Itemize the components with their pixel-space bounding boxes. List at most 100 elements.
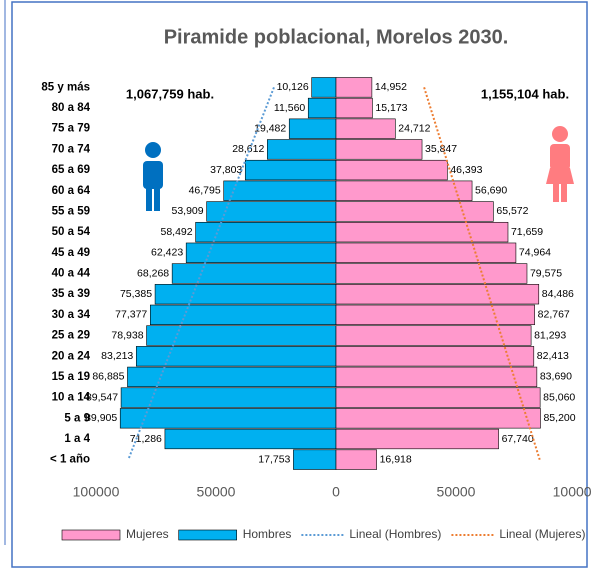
value-label: 37,803 xyxy=(210,164,242,176)
value-label: 68,268 xyxy=(137,267,169,279)
bar xyxy=(335,77,373,98)
value-label: 56,690 xyxy=(475,185,507,197)
bar xyxy=(335,139,423,160)
value-label: 24,712 xyxy=(398,122,430,134)
value-label: 65,572 xyxy=(496,205,528,217)
category-label: 50 a 54 xyxy=(52,226,91,238)
x-tick-label: 100000 xyxy=(73,484,120,500)
bar xyxy=(335,284,540,305)
legend-swatch xyxy=(178,529,237,541)
category-label: 70 a 74 xyxy=(52,143,91,155)
x-tick-label: 100000 xyxy=(553,484,592,500)
bar xyxy=(335,159,448,181)
bar xyxy=(154,284,337,305)
value-label: 35,847 xyxy=(425,143,457,155)
value-label: 85,060 xyxy=(543,391,575,403)
chart-border xyxy=(11,1,588,568)
trendline xyxy=(127,86,275,461)
value-label: 85,200 xyxy=(543,412,575,424)
value-label: 58,492 xyxy=(160,226,192,238)
bar xyxy=(311,77,337,98)
value-label: 78,938 xyxy=(111,329,143,341)
woman-icon xyxy=(546,126,574,202)
chart-title: Piramide poblacional, Morelos 2030. xyxy=(164,26,509,48)
annotation: 1,155,104 hab. xyxy=(481,86,569,101)
value-label: 14,952 xyxy=(375,81,407,93)
value-label: 28,612 xyxy=(232,143,264,155)
value-label: 89,905 xyxy=(85,412,117,424)
category-label: 40 a 44 xyxy=(52,268,91,280)
category-label: < 1 año xyxy=(50,454,90,466)
value-label: 62,423 xyxy=(151,247,183,259)
bar xyxy=(335,325,532,346)
x-tick-label: 50000 xyxy=(437,484,476,500)
value-label: 19,482 xyxy=(254,122,286,134)
bar xyxy=(127,366,337,388)
category-label: 80 a 84 xyxy=(52,102,91,114)
category-label: 10 a 14 xyxy=(52,392,91,404)
legend-label: Hombres xyxy=(243,527,292,541)
value-label: 74,964 xyxy=(519,247,551,259)
category-label: 55 a 59 xyxy=(52,205,90,217)
category-label: 15 a 19 xyxy=(52,371,90,383)
trendline xyxy=(423,87,541,460)
value-label: 82,767 xyxy=(538,309,570,321)
category-label: 1 a 4 xyxy=(64,433,90,445)
value-label: 82,413 xyxy=(537,350,569,362)
bar xyxy=(267,139,337,160)
category-label: 85 y más xyxy=(41,81,90,93)
annotation: 1,067,759 hab. xyxy=(126,86,214,101)
category-label: 5 a 9 xyxy=(64,412,90,424)
value-label: 67,740 xyxy=(502,433,534,445)
bar xyxy=(335,428,499,450)
value-label: 77,377 xyxy=(115,309,147,321)
bar xyxy=(335,242,517,263)
category-label: 45 a 49 xyxy=(52,247,90,259)
legend-label: Lineal (Hombres) xyxy=(349,527,441,541)
value-label: 83,213 xyxy=(101,350,133,362)
x-tick-label: 50000 xyxy=(197,484,236,500)
category-label: 65 a 69 xyxy=(52,164,90,176)
value-label: 83,690 xyxy=(540,371,572,383)
bar xyxy=(335,449,377,470)
bar xyxy=(335,346,535,367)
value-label: 11,560 xyxy=(274,102,305,114)
value-label: 79,575 xyxy=(530,267,562,279)
value-label: 84,486 xyxy=(542,288,574,300)
category-label: 25 a 29 xyxy=(52,330,90,342)
bar xyxy=(335,408,541,429)
bar xyxy=(223,180,337,201)
legend-swatch xyxy=(61,529,121,541)
bar xyxy=(335,366,538,388)
bar xyxy=(335,118,396,139)
bar xyxy=(335,304,535,326)
bar xyxy=(335,180,473,201)
value-label: 71,659 xyxy=(511,226,543,238)
category-label: 30 a 34 xyxy=(52,309,91,321)
man-icon xyxy=(143,142,163,211)
bar xyxy=(195,221,337,243)
value-label: 53,909 xyxy=(171,205,203,217)
value-label: 81,293 xyxy=(534,329,566,341)
bar xyxy=(335,263,528,284)
bar xyxy=(244,159,337,181)
value-label: 17,753 xyxy=(258,453,290,465)
value-label: 16,918 xyxy=(380,453,412,465)
value-label: 46,393 xyxy=(450,164,482,176)
value-label: 75,385 xyxy=(120,288,152,300)
bar xyxy=(149,304,337,326)
value-label: 46,795 xyxy=(189,185,221,197)
value-label: 15,173 xyxy=(375,102,407,114)
bar xyxy=(307,97,337,119)
bar xyxy=(119,408,337,429)
category-label: 75 a 79 xyxy=(52,123,90,135)
value-label: 86,885 xyxy=(92,371,124,383)
bar xyxy=(171,263,337,284)
bar xyxy=(164,428,337,450)
value-label: 89,547 xyxy=(86,391,118,403)
bar xyxy=(293,449,337,470)
legend-label: Lineal (Mujeres) xyxy=(499,527,585,541)
category-label: 20 a 24 xyxy=(52,350,91,362)
